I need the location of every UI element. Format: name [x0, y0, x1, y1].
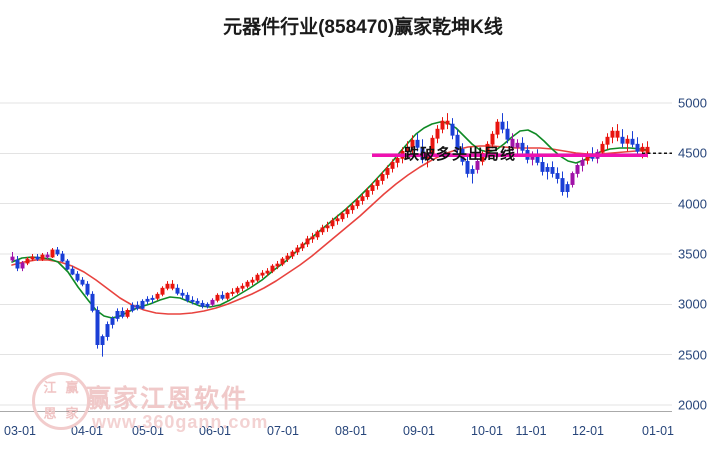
y-axis-tick-label: 3500 — [678, 246, 707, 262]
plot-area[interactable] — [0, 55, 672, 412]
gridlines — [0, 102, 672, 406]
y-axis-tick-label: 2500 — [678, 347, 707, 363]
y-axis-tick-label: 4000 — [678, 196, 707, 212]
y-axis-tick-label: 2000 — [678, 397, 707, 413]
x-axis-tick-label: 07-01 — [267, 424, 299, 438]
ma-long-line — [11, 145, 649, 315]
x-axis-tick-label: 10-01 — [471, 424, 503, 438]
y-axis-tick-label: 4500 — [678, 145, 707, 161]
x-axis-tick-label: 11-01 — [515, 424, 547, 438]
x-axis-tick-label: 01-01 — [642, 424, 674, 438]
x-axis-tick-label: 05-01 — [132, 424, 164, 438]
x-axis-tick-label: 06-01 — [199, 424, 231, 438]
y-axis-tick-label: 5000 — [678, 95, 707, 111]
x-axis-tick-label: 09-01 — [403, 424, 435, 438]
candlestick-plot — [0, 102, 672, 412]
page-title: 元器件行业(858470)赢家乾坤K线 — [223, 17, 503, 38]
x-axis-tick-label: 04-01 — [71, 424, 103, 438]
x-axis-tick-label: 08-01 — [335, 424, 367, 438]
y-axis-tick-label: 3000 — [678, 296, 707, 312]
x-axis-tick-label: 03-01 — [4, 424, 36, 438]
watermark-url: www.360gann.com — [92, 412, 269, 432]
x-axis-tick-label: 12-01 — [572, 424, 604, 438]
